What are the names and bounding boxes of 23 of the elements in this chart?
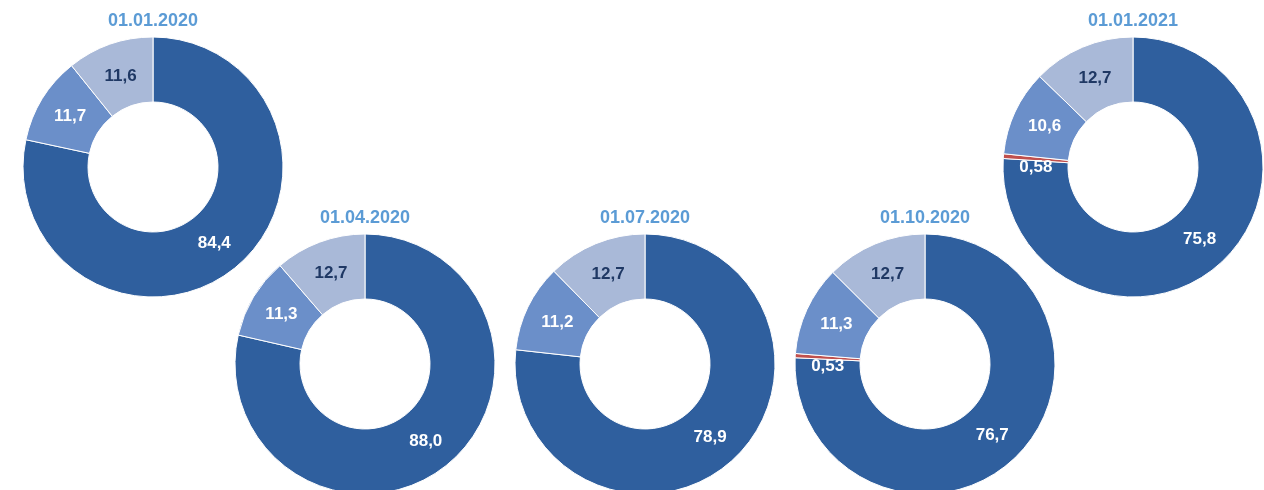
- data-label: 0,53: [811, 356, 845, 376]
- donut-slice: [22, 36, 284, 298]
- data-label: 12,7: [314, 263, 348, 283]
- data-label: 76,7: [975, 425, 1009, 445]
- data-label: 75,8: [1183, 228, 1217, 248]
- chart-title: 01.07.2020: [598, 206, 692, 229]
- chart-title: 01.01.2021: [1086, 9, 1180, 32]
- data-label: 11,3: [265, 304, 298, 324]
- data-label: 11,3: [820, 313, 853, 333]
- chart-title: 01.10.2020: [878, 206, 972, 229]
- data-label: 11,2: [541, 311, 574, 331]
- data-label: 0,58: [1019, 157, 1053, 177]
- chart-title: 01.04.2020: [318, 206, 412, 229]
- data-label: 12,7: [871, 264, 905, 284]
- data-label: 10,6: [1028, 116, 1062, 136]
- data-label: 11,7: [53, 106, 87, 126]
- data-label: 12,7: [591, 264, 625, 284]
- chart-title: 01.01.2020: [106, 9, 200, 32]
- data-label: 78,9: [693, 427, 727, 447]
- data-label: 84,4: [197, 233, 232, 253]
- data-label: 88,0: [409, 430, 443, 450]
- data-label: 12,7: [1078, 67, 1112, 87]
- data-label: 11,6: [104, 65, 137, 85]
